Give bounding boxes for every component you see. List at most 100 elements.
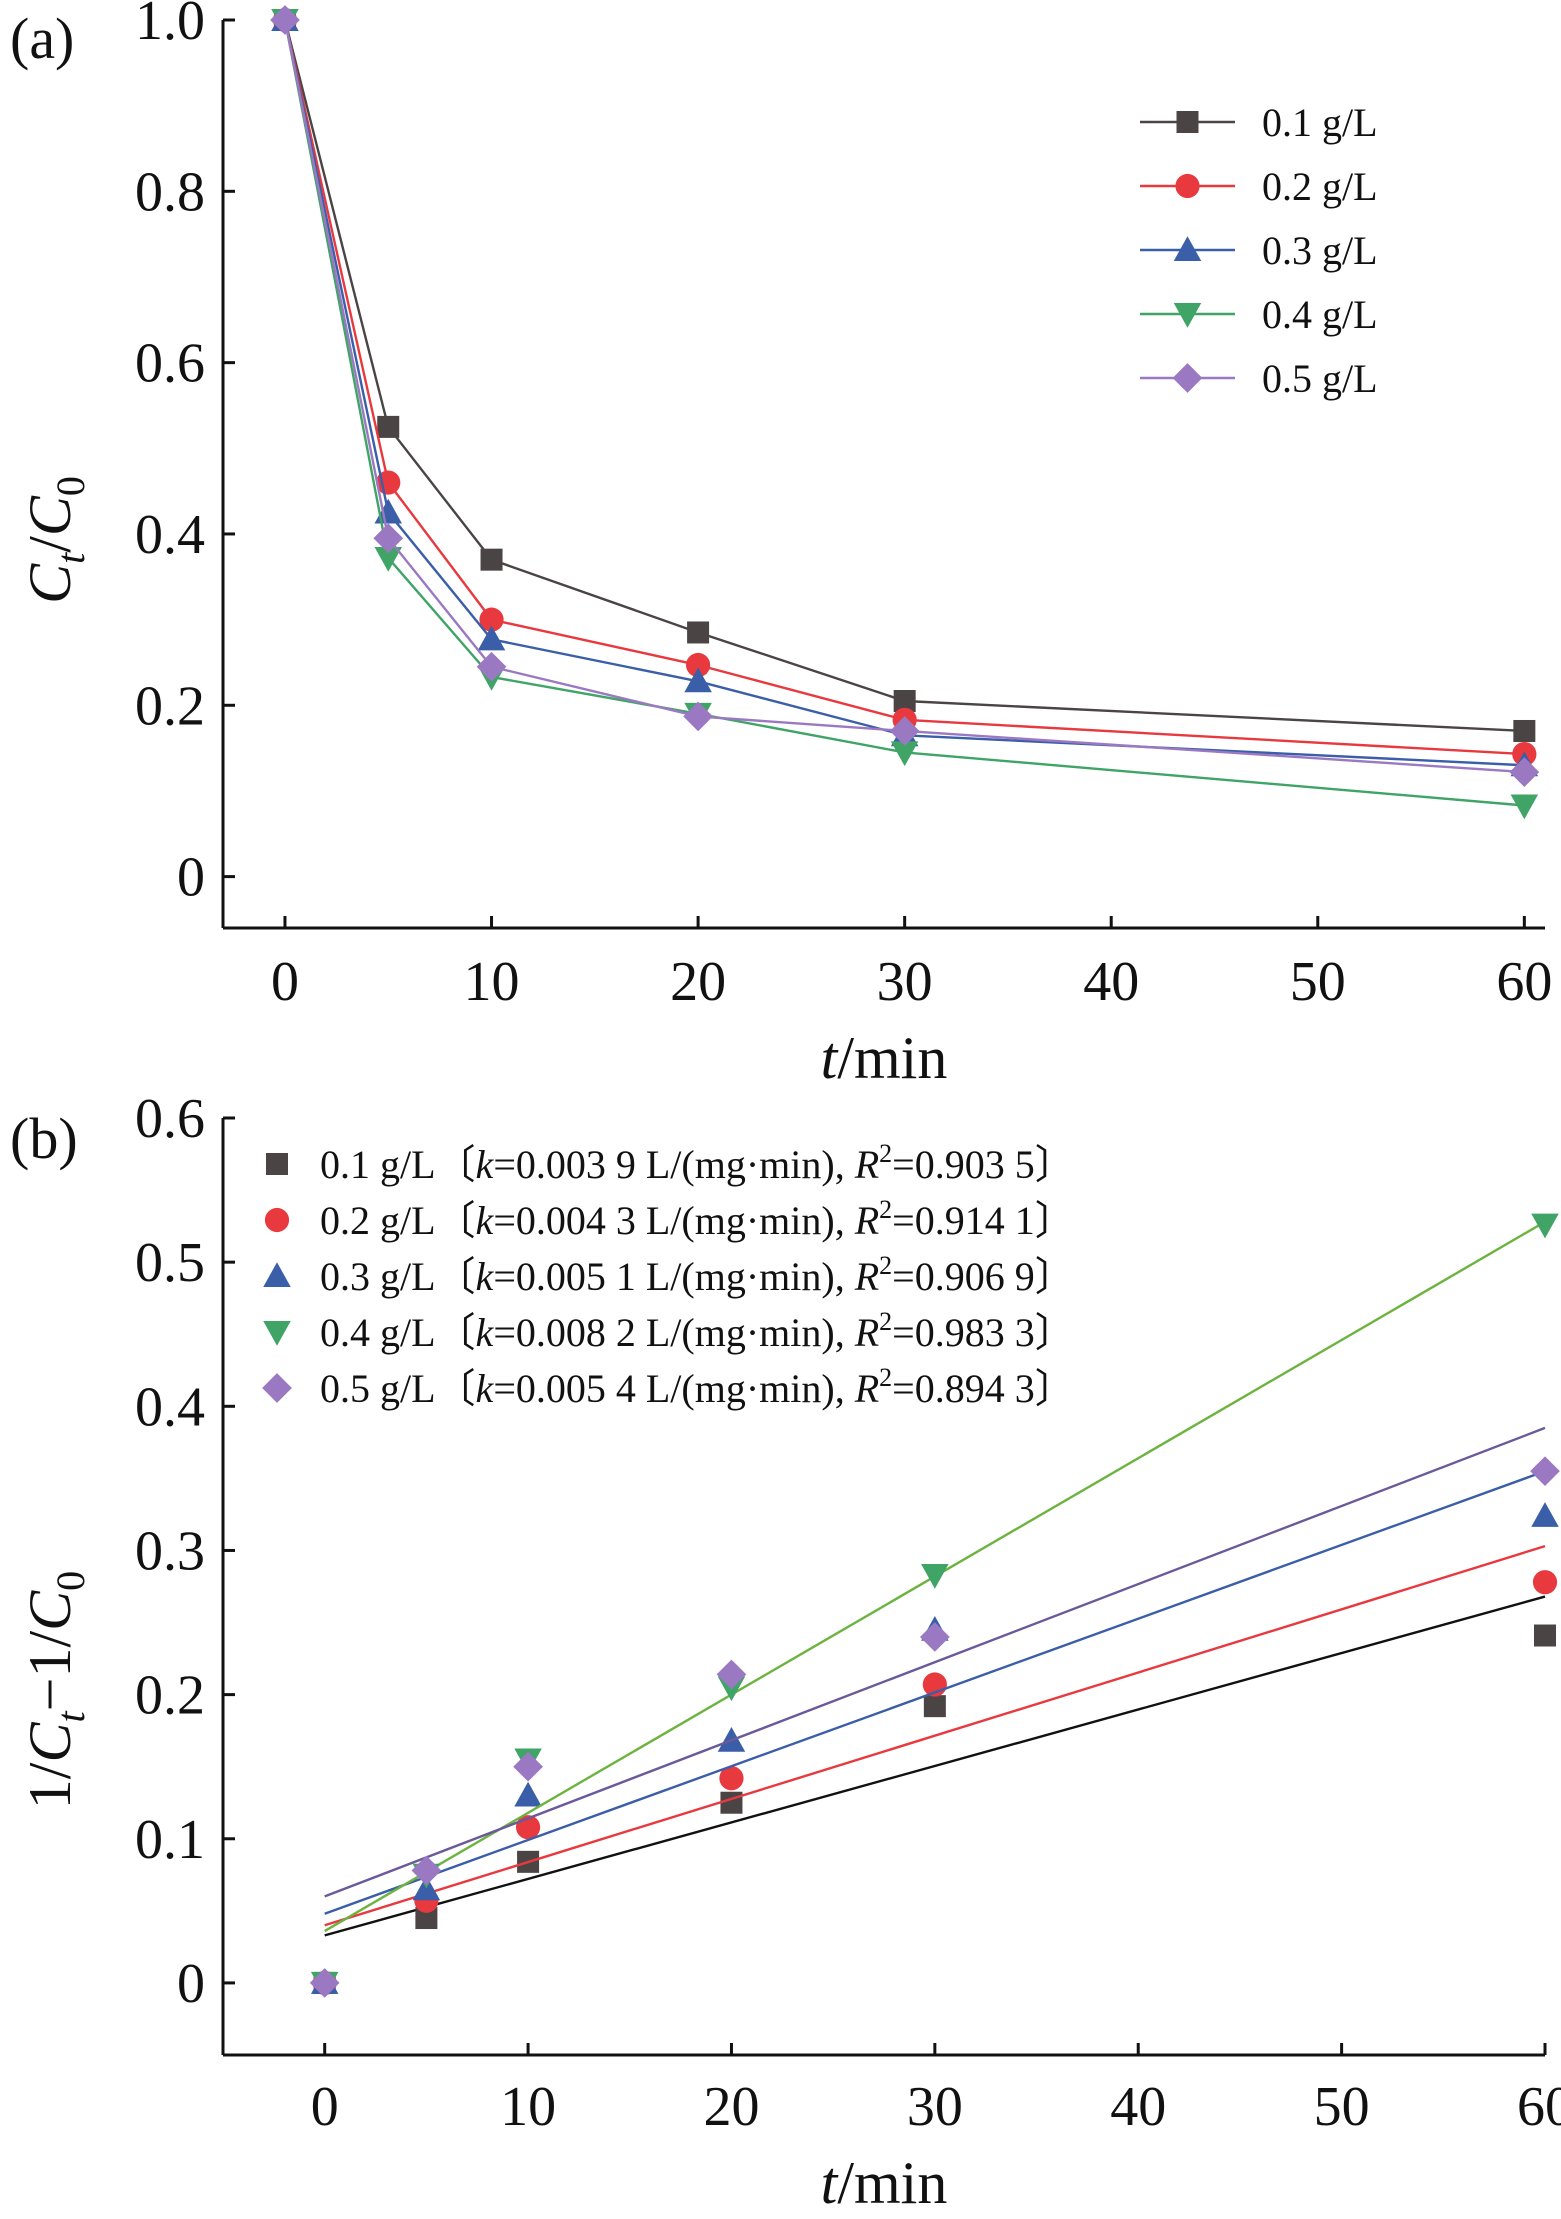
text-span: =0.004 3 L/(mg·min), [493,1198,854,1243]
data-point [720,1791,743,1814]
x-tick-label: 30 [877,951,933,1013]
legend-item: 0.1 g/L〔k=0.003 9 L/(mg·min), R2=0.903 5… [266,1139,1075,1187]
legend-marker [1173,303,1202,328]
text-span: C [17,563,83,604]
panel-label: (a) [10,6,74,71]
data-point [415,1907,438,1930]
x-tick-label: 50 [1290,951,1346,1013]
text-span: R [854,1366,879,1411]
data-point [719,1766,744,1791]
text-span: 〔 [436,1254,476,1299]
data-point [1510,794,1539,820]
text-span: 2 [879,1139,892,1168]
text-span: −1/ [17,1631,83,1712]
text-span: 〕 [1035,1198,1075,1243]
data-point [514,1781,542,1807]
text-span: 0.4 g/L [320,1310,436,1355]
data-point [893,690,916,712]
data-point [479,607,504,632]
legend-label: 0.3 g/L [1262,228,1378,273]
text-span: =0.003 9 L/(mg·min), [493,1142,854,1187]
text-span: =0.914 1 [892,1198,1035,1243]
text-span: 〕 [1035,1142,1075,1187]
x-tick-label: 0 [271,951,299,1013]
y-tick-label: 0.8 [135,161,205,223]
text-span: 1/ [17,1762,83,1809]
legend-label: 0.5 g/L [1262,356,1378,401]
series-line [283,19,1525,807]
y-tick-label: 0.2 [135,1665,205,1727]
data-point [1532,1570,1558,1595]
legend-marker [264,1207,290,1233]
data-point [477,625,506,651]
text-span: R [854,1142,879,1187]
y-tick-label: 0 [177,1953,205,2015]
text-span: 2 [879,1195,892,1224]
text-span: / [17,536,83,553]
text-span: 0.1 g/L [320,1142,436,1187]
x-tick-label: 0 [311,2076,339,2138]
data-point [377,415,400,438]
text-span: 0.5 g/L [320,1366,436,1411]
legend-marker [263,1262,291,1287]
text-span: C [17,1722,83,1763]
x-tick-label: 60 [1517,2076,1561,2138]
text-span: k [476,1142,495,1187]
text-span: 〕 [1035,1310,1075,1355]
data-point [684,667,712,693]
legend-item: 0.3 g/L [1140,228,1378,273]
y-axis-title: 1/Ct−1/C0 [17,1571,93,1809]
text-span: t [821,1025,839,1091]
series-line [283,19,1525,733]
panel-a: (a)00.20.40.60.81.00 10 20 30 40 50 60t/minCt/… [10,0,1552,1091]
y-axis-title: Ct/C0 [17,476,93,604]
legend-item: 0.2 g/L〔k=0.004 3 L/(mg·min), R2=0.914 1… [264,1195,1075,1243]
data-point [890,741,919,767]
y-tick-label: 0.6 [135,1088,205,1150]
y-tick-label: 0.5 [135,1232,205,1294]
text-span: =0.906 9 [892,1254,1035,1299]
text-span: 〕 [1035,1254,1075,1299]
data-point [513,1751,543,1782]
data-point [270,5,300,35]
text-span: 0.2 g/L [320,1198,436,1243]
legend-label: 0.4 g/L [1262,292,1378,337]
text-span: 2 [879,1363,892,1392]
data-point [889,716,920,746]
legend-marker [262,1373,292,1403]
legend-item: 0.5 g/L [1140,356,1378,401]
text-span: k [476,1310,495,1355]
fit-line [324,1470,1546,1915]
data-point [476,651,507,682]
data-point [411,1855,442,1886]
legend-label: 0.1 g/L [1262,100,1378,145]
data-point [374,546,402,572]
data-point [309,1968,340,1998]
text-span: 〔 [436,1142,476,1187]
text-span: 〔 [436,1366,476,1411]
y-tick-label: 0.2 [135,675,205,737]
x-tick-label: 40 [1110,2076,1166,2138]
series-0 [313,1595,1556,1994]
x-tick-label: 20 [670,951,726,1013]
data-point [373,523,404,554]
data-point [923,1695,946,1718]
x-tick-label: 40 [1083,951,1139,1013]
series-line [283,19,1525,767]
series-2 [310,1470,1559,1994]
text-span: /min [837,1025,947,1091]
text-span: k [476,1198,495,1243]
y-tick-label: 0.4 [135,504,205,566]
text-span: 0.3 g/L [320,1254,436,1299]
data-point [687,621,710,644]
text-span: t [48,1710,93,1722]
x-tick-label: 50 [1314,2076,1370,2138]
text-span: 2 [879,1251,892,1280]
legend-item: 0.1 g/L [1140,100,1378,145]
legend-label: 0.4 g/L〔k=0.008 2 L/(mg·min), R2=0.983 3… [320,1307,1075,1355]
text-span: R [854,1254,879,1299]
legend-item: 0.2 g/L [1140,164,1378,209]
text-span: 0 [48,476,93,496]
data-point [683,701,713,732]
y-tick-label: 0.4 [135,1376,205,1438]
